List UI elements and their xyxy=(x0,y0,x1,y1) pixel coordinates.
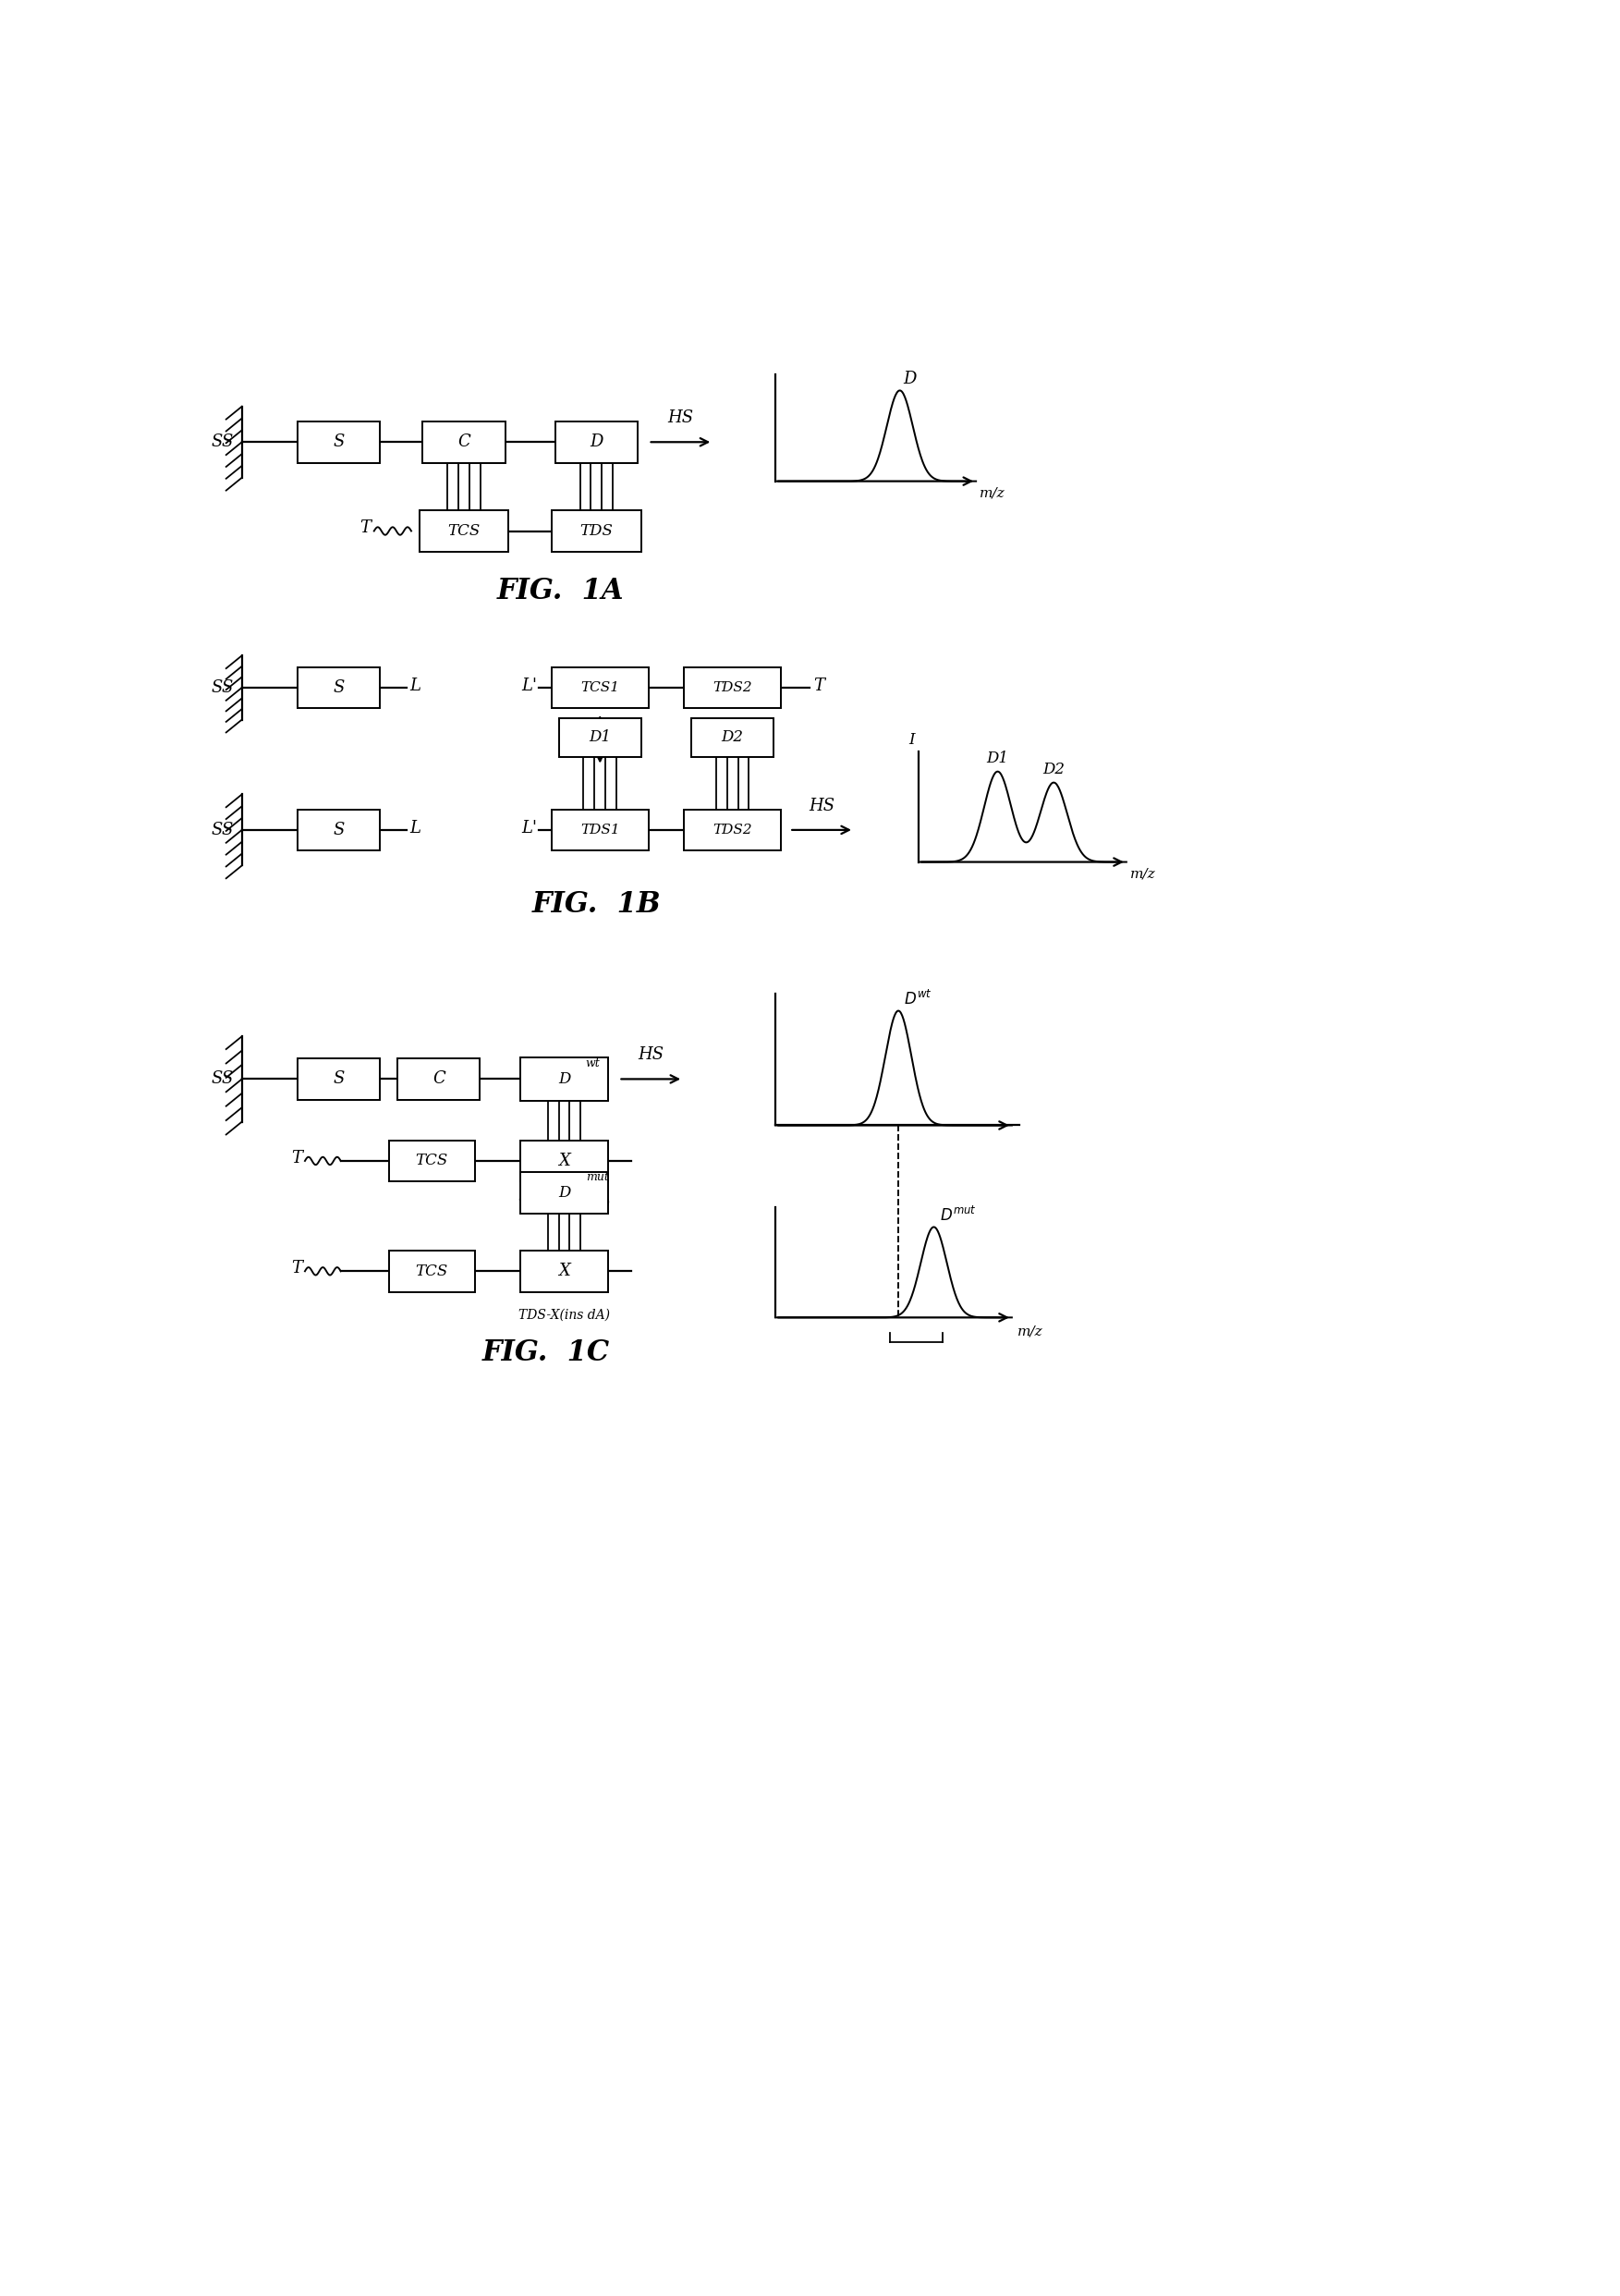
Text: L': L' xyxy=(522,677,536,693)
FancyBboxPatch shape xyxy=(559,719,642,758)
Text: $D^{mut}$: $D^{mut}$ xyxy=(940,1205,977,1224)
Text: S: S xyxy=(332,822,345,838)
FancyBboxPatch shape xyxy=(684,808,781,850)
FancyBboxPatch shape xyxy=(520,1141,608,1182)
Text: T: T xyxy=(292,1150,303,1166)
Text: FIG.  1A: FIG. 1A xyxy=(497,576,624,606)
Text: TCS1: TCS1 xyxy=(580,682,619,693)
Text: SS: SS xyxy=(211,1070,233,1088)
FancyBboxPatch shape xyxy=(556,422,638,464)
Text: C: C xyxy=(433,1070,446,1088)
Text: HS: HS xyxy=(808,797,834,815)
Text: C: C xyxy=(457,434,470,450)
FancyBboxPatch shape xyxy=(520,1251,608,1293)
Text: T: T xyxy=(360,519,371,537)
FancyBboxPatch shape xyxy=(420,510,509,551)
Text: TDS-X(ins dA): TDS-X(ins dA) xyxy=(518,1309,609,1320)
Text: SS: SS xyxy=(211,822,233,838)
FancyBboxPatch shape xyxy=(423,422,505,464)
FancyBboxPatch shape xyxy=(298,666,379,707)
Text: TDS1: TDS1 xyxy=(580,824,620,836)
Text: L': L' xyxy=(522,820,536,836)
Text: TCS: TCS xyxy=(415,1263,449,1279)
Text: X: X xyxy=(559,1153,570,1169)
Text: SS: SS xyxy=(211,680,233,696)
Text: D1: D1 xyxy=(590,730,611,746)
Text: TDS2: TDS2 xyxy=(713,682,752,693)
Text: D2: D2 xyxy=(1043,762,1064,776)
Text: TDS: TDS xyxy=(580,523,612,540)
Text: wt: wt xyxy=(586,1058,601,1070)
FancyBboxPatch shape xyxy=(298,1058,379,1100)
Text: HS: HS xyxy=(667,409,693,427)
FancyBboxPatch shape xyxy=(389,1251,475,1293)
Text: L: L xyxy=(410,820,421,836)
Text: D2: D2 xyxy=(721,730,744,746)
Text: FIG.  1C: FIG. 1C xyxy=(483,1339,611,1368)
FancyBboxPatch shape xyxy=(692,719,774,758)
Text: mut: mut xyxy=(586,1171,609,1182)
Text: X: X xyxy=(559,1263,570,1279)
FancyBboxPatch shape xyxy=(552,510,642,551)
Text: S: S xyxy=(332,1070,345,1088)
Text: T: T xyxy=(292,1261,303,1277)
Text: FIG.  1B: FIG. 1B xyxy=(531,891,661,918)
Text: I: I xyxy=(909,732,915,748)
Text: m/z: m/z xyxy=(1131,868,1155,882)
Text: S: S xyxy=(332,434,345,450)
Text: TCS: TCS xyxy=(415,1153,449,1169)
Text: S: S xyxy=(332,680,345,696)
Text: L: L xyxy=(410,677,421,693)
Text: D: D xyxy=(557,1185,570,1201)
Text: D: D xyxy=(904,370,917,388)
FancyBboxPatch shape xyxy=(520,1173,608,1215)
FancyBboxPatch shape xyxy=(298,808,379,850)
FancyBboxPatch shape xyxy=(552,808,648,850)
Text: TDS-X(ins dA): TDS-X(ins dA) xyxy=(518,1199,609,1210)
Text: D1: D1 xyxy=(987,751,1009,767)
Text: m/z: m/z xyxy=(1017,1325,1043,1339)
FancyBboxPatch shape xyxy=(389,1141,475,1182)
Text: T: T xyxy=(813,677,825,693)
Text: TDS2: TDS2 xyxy=(713,824,752,836)
Text: D: D xyxy=(590,434,603,450)
FancyBboxPatch shape xyxy=(298,422,379,464)
Text: TCS: TCS xyxy=(447,523,480,540)
Text: HS: HS xyxy=(638,1047,664,1063)
Text: SS: SS xyxy=(211,434,233,450)
FancyBboxPatch shape xyxy=(552,666,648,707)
FancyBboxPatch shape xyxy=(684,666,781,707)
FancyBboxPatch shape xyxy=(520,1058,608,1100)
Text: D: D xyxy=(557,1072,570,1086)
Text: $D^{wt}$: $D^{wt}$ xyxy=(904,990,932,1008)
Text: m/z: m/z xyxy=(980,487,1004,501)
FancyBboxPatch shape xyxy=(397,1058,480,1100)
